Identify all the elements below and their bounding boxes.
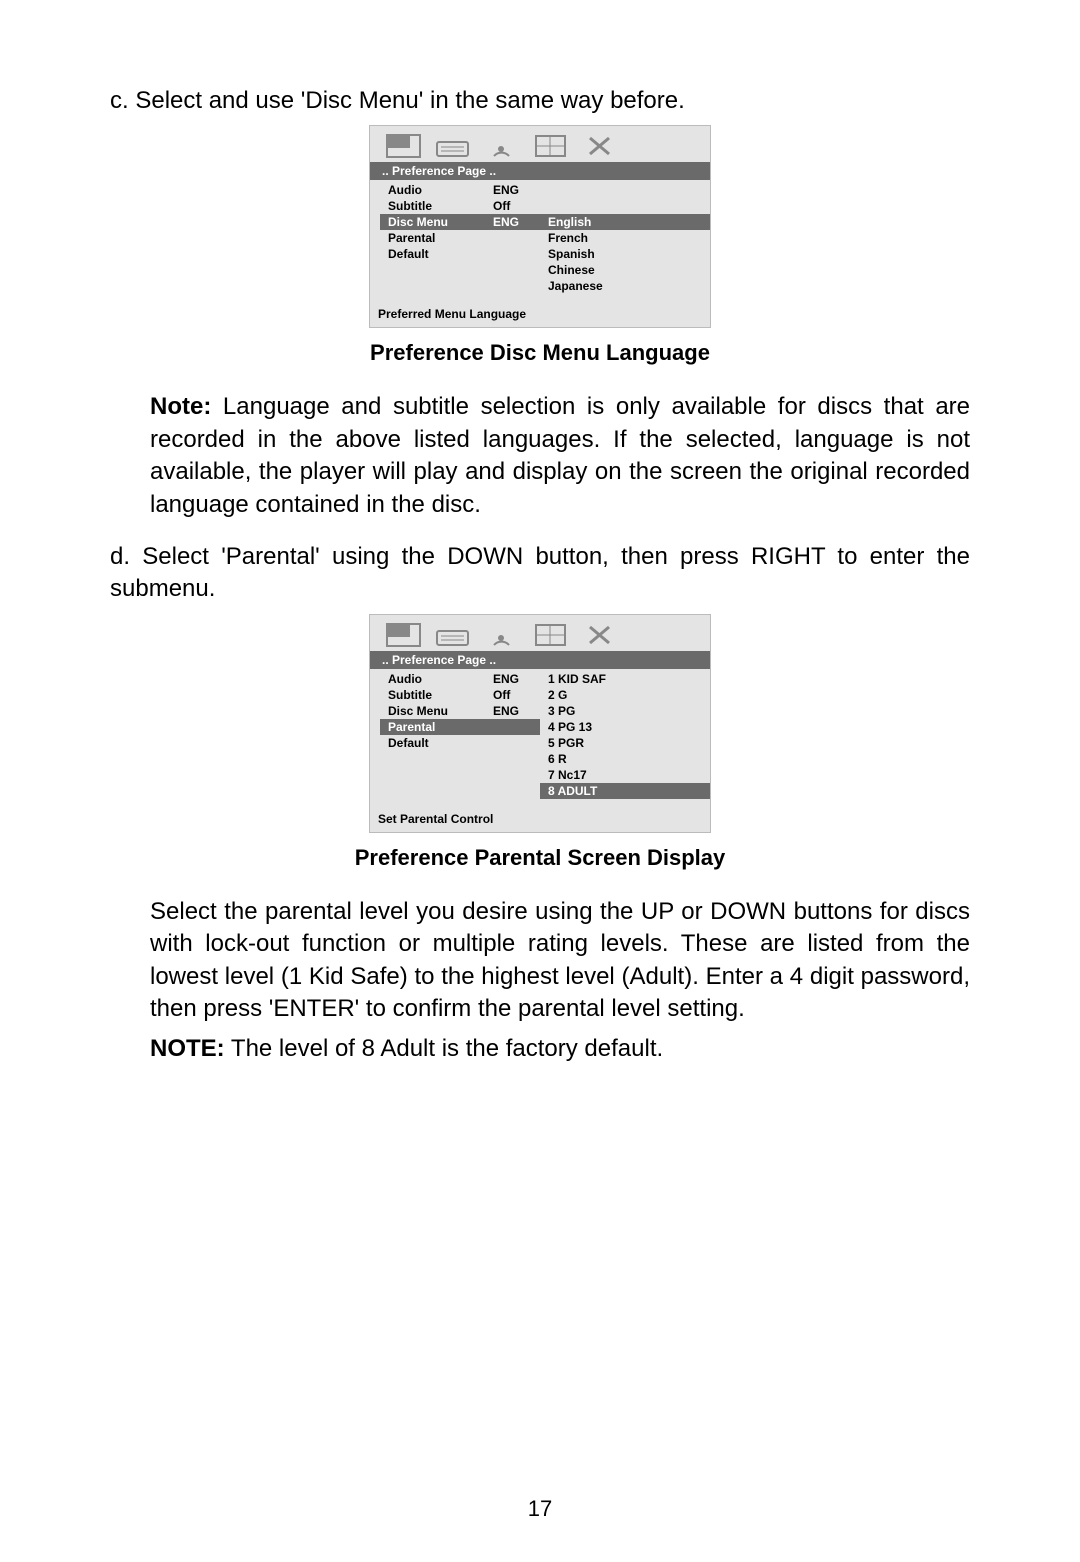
ui-body: AudioSubtitleDisc MenuParentalDefaultENG… xyxy=(370,669,710,809)
menu-item: Subtitle xyxy=(380,198,485,214)
menu-item: Default xyxy=(380,246,485,262)
submenu-item: French xyxy=(540,230,710,246)
menu-value: Off xyxy=(485,198,540,214)
menu-value xyxy=(485,735,540,751)
menu-value: ENG xyxy=(485,703,540,719)
ui-footer: Set Parental Control xyxy=(370,809,710,832)
caption-disc-menu: Preference Disc Menu Language xyxy=(110,340,970,366)
keyboard-icon xyxy=(435,623,470,647)
note-1-body: Language and subtitle selection is only … xyxy=(150,393,970,517)
menu-item: Disc Menu xyxy=(380,703,485,719)
menu-item: Disc Menu xyxy=(380,214,485,230)
grid-icon xyxy=(533,134,568,158)
menu-item: Subtitle xyxy=(380,687,485,703)
submenu-item: 7 Nc17 xyxy=(540,767,710,783)
menu-item: Audio xyxy=(380,182,485,198)
menu-value: ENG xyxy=(485,182,540,198)
grid-icon xyxy=(533,623,568,647)
screen-icon xyxy=(386,134,421,158)
screen-icon xyxy=(386,623,421,647)
page-number: 17 xyxy=(0,1496,1080,1522)
step-d-text: d. Select 'Parental' using the DOWN butt… xyxy=(110,541,970,606)
note-2: NOTE: The level of 8 Adult is the factor… xyxy=(110,1033,970,1065)
submenu-item: English xyxy=(540,214,710,230)
note-1: Note: Language and subtitle selection is… xyxy=(110,391,970,521)
caption-parental: Preference Parental Screen Display xyxy=(110,845,970,871)
submenu-item: 1 KID SAF xyxy=(540,671,710,687)
menu-value: ENG xyxy=(485,214,540,230)
ui-header: .. Preference Page .. xyxy=(370,162,710,180)
note-2-label: NOTE: xyxy=(150,1035,225,1062)
menu-value xyxy=(485,719,540,735)
note-1-label: Note: xyxy=(150,393,211,420)
step-c-text: c. Select and use 'Disc Menu' in the sam… xyxy=(110,85,970,117)
ui-header: .. Preference Page .. xyxy=(370,651,710,669)
menu-value: ENG xyxy=(485,671,540,687)
submenu-item: 8 ADULT xyxy=(540,783,710,799)
close-icon xyxy=(582,623,617,647)
ui-footer: Preferred Menu Language xyxy=(370,304,710,327)
submenu-item: Japanese xyxy=(540,278,710,294)
submenu-item: 4 PG 13 xyxy=(540,719,710,735)
speaker-icon xyxy=(484,623,519,647)
menu-item: Parental xyxy=(380,230,485,246)
speaker-icon xyxy=(484,134,519,158)
submenu-item: 3 PG xyxy=(540,703,710,719)
submenu-item: Spanish xyxy=(540,246,710,262)
menu-item: Parental xyxy=(380,719,485,735)
menu-value: Off xyxy=(485,687,540,703)
menu-item: Default xyxy=(380,735,485,751)
submenu-item: 5 PGR xyxy=(540,735,710,751)
menu-item: Audio xyxy=(380,671,485,687)
ui-icon-row xyxy=(370,126,710,162)
menu-value xyxy=(485,230,540,246)
submenu-item: 2 G xyxy=(540,687,710,703)
submenu-item: Chinese xyxy=(540,262,710,278)
submenu-item: 6 R xyxy=(540,751,710,767)
note-2-body: The level of 8 Adult is the factory defa… xyxy=(225,1035,663,1062)
close-icon xyxy=(582,134,617,158)
ui-screenshot-parental: .. Preference Page .. AudioSubtitleDisc … xyxy=(369,614,711,833)
body-2: Select the parental level you desire usi… xyxy=(110,896,970,1026)
menu-value xyxy=(485,246,540,262)
ui-screenshot-disc-menu: .. Preference Page .. AudioSubtitleDisc … xyxy=(369,125,711,328)
ui-body: AudioSubtitleDisc MenuParentalDefaultENG… xyxy=(370,180,710,304)
ui-icon-row xyxy=(370,615,710,651)
keyboard-icon xyxy=(435,134,470,158)
